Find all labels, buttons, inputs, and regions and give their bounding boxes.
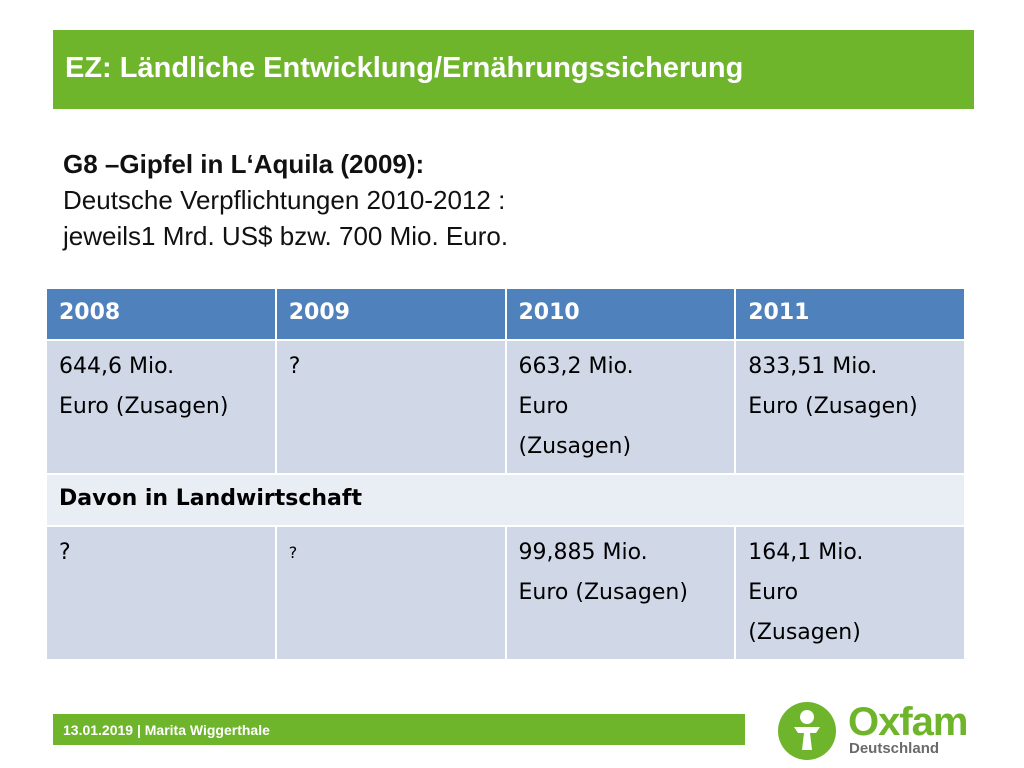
logo-sub: Deutschland — [849, 740, 940, 757]
footer-bar: 13.01.2019 | Marita Wiggerthale — [53, 714, 745, 745]
cell-line: ? — [288, 543, 298, 562]
table-cell: ? — [274, 525, 507, 661]
footer-text: 13.01.2019 | Marita Wiggerthale — [63, 722, 270, 738]
intro-heading: G8 –Gipfel in L‘Aquila (2009): — [63, 149, 425, 179]
header-row: 2008 2009 2010 2011 — [45, 287, 966, 341]
header-cell: 2010 — [504, 287, 737, 341]
cell-line: Euro (Zusagen) — [748, 394, 918, 419]
cell-line: (Zusagen) — [518, 434, 632, 459]
table-row: 644,6 Mio. Euro (Zusagen)? 663,2 Mio. Euro (… — [45, 339, 966, 475]
table-cell: 164,1 Mio. Euro (Zusagen) — [734, 525, 966, 661]
cell-line: 663,2 Mio. — [518, 354, 634, 379]
table-cell: ? — [45, 525, 277, 661]
logo-name: Oxfam — [848, 700, 968, 744]
cell-line: 833,51 Mio. — [748, 354, 878, 379]
title: EZ: Ländliche Entwicklung/Ernährungssich… — [65, 52, 744, 84]
table-cell: 644,6 Mio. Euro (Zusagen) — [45, 339, 277, 475]
intro-line: jeweils1 Mrd. US$ bzw. 700 Mio. Euro. — [63, 221, 509, 251]
table-cell: 99,885 Mio. Euro (Zusagen) — [504, 525, 737, 661]
cell-line: ? — [59, 540, 71, 565]
table-row: ?? 99,885 Mio. Euro (Zusagen) 164,1 Mio. Eur… — [45, 525, 966, 661]
cell-line: Euro — [518, 394, 569, 419]
header-cell: 2009 — [274, 287, 507, 341]
cell-line: Davon in Landwirtschaft — [59, 486, 362, 511]
cell-line: Euro (Zusagen) — [518, 580, 688, 605]
table-cell: 663,2 Mio. Euro (Zusagen) — [504, 339, 737, 475]
intro-line: Deutsche Verpflichtungen 2010-2012 : — [63, 185, 506, 215]
cell-line: Euro (Zusagen) — [59, 394, 229, 419]
title-bar: EZ: Ländliche Entwicklung/Ernährungssich… — [53, 30, 974, 109]
table-cell: ? — [274, 339, 507, 475]
cell-line: 644,6 Mio. — [59, 354, 175, 379]
cell-line: Euro — [748, 580, 799, 605]
table-cell: 833,51 Mio. Euro (Zusagen) — [734, 339, 966, 475]
logo-icon — [778, 702, 836, 760]
header-cell: 2011 — [734, 287, 966, 341]
cell-line: 164,1 Mio. — [748, 540, 864, 565]
cell-line: (Zusagen) — [748, 620, 861, 645]
table-row: Davon in Landwirtschaft — [45, 473, 966, 527]
cell-line: 99,885 Mio. — [518, 540, 648, 565]
table: 2008 2009 2010 2011 644,6 Mio. Euro (Zusagen)… — [45, 287, 966, 661]
cell-line: ? — [288, 354, 301, 379]
header-cell: 2008 — [45, 287, 277, 341]
intro: G8 –Gipfel in L‘Aquila (2009): Deutsche … — [63, 146, 508, 254]
table-cell: Davon in Landwirtschaft — [45, 473, 966, 527]
